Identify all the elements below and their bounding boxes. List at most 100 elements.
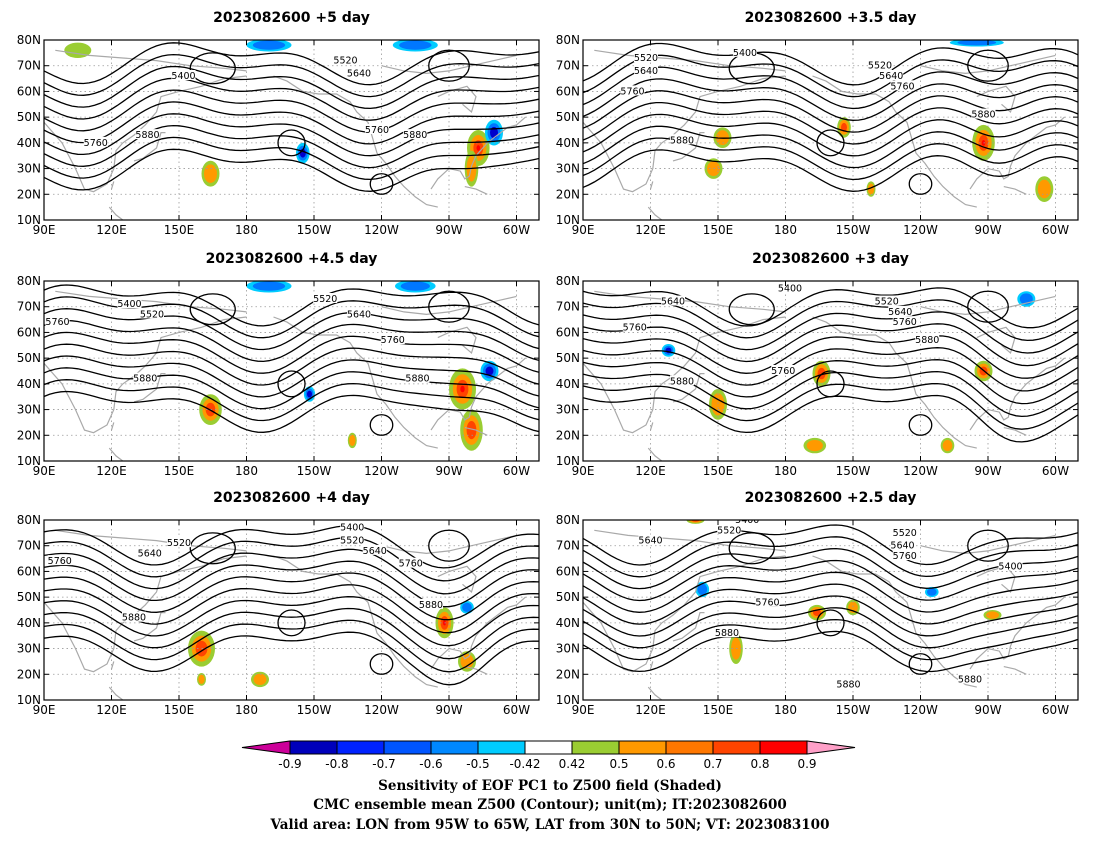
lon-tick-label: 120E bbox=[96, 703, 127, 717]
sensitivity-shading bbox=[697, 583, 708, 595]
sensitivity-shading bbox=[957, 40, 997, 46]
z500-contour bbox=[583, 382, 1078, 430]
contour-label: 5520 bbox=[140, 309, 164, 320]
lon-tick-label: 90E bbox=[572, 223, 595, 237]
coastline bbox=[583, 555, 786, 673]
panel-title: 2023082600 +4.5 day bbox=[206, 251, 378, 267]
lon-tick-label: 60W bbox=[503, 703, 530, 717]
z500-contour bbox=[44, 89, 539, 133]
sensitivity-shading bbox=[460, 385, 465, 393]
z500-contour bbox=[583, 335, 1078, 379]
lat-tick-label: 20N bbox=[17, 667, 41, 681]
contour-label: 5760 bbox=[84, 138, 108, 149]
contour-label: 5880 bbox=[715, 628, 739, 639]
lat-tick-label: 30N bbox=[17, 403, 41, 417]
sensitivity-shading bbox=[301, 151, 304, 155]
lat-tick-label: 60N bbox=[17, 325, 41, 339]
sensitivity-shading bbox=[466, 421, 477, 440]
lon-tick-label: 90W bbox=[974, 703, 1001, 717]
coastline bbox=[1003, 186, 1027, 195]
map-panel: 5400552056405760552056405760588058802023… bbox=[556, 10, 1079, 237]
lon-tick-label: 120E bbox=[635, 703, 666, 717]
contour-label: 5760 bbox=[381, 335, 405, 346]
colorbar-segment bbox=[618, 740, 667, 755]
caption-line-1: Sensitivity of EOF PC1 to Z500 field (Sh… bbox=[378, 778, 722, 794]
z500-contour bbox=[583, 583, 1078, 625]
coastline bbox=[812, 316, 977, 449]
colorbar-tick-label: 0.42 bbox=[559, 757, 586, 771]
coastline bbox=[381, 54, 517, 75]
lat-tick-label: 80N bbox=[556, 274, 580, 288]
coastline bbox=[647, 206, 663, 220]
panel-title: 2023082600 +2.5 day bbox=[745, 490, 917, 506]
lon-tick-label: 150W bbox=[297, 223, 332, 237]
contour-label: 5400 bbox=[733, 48, 757, 59]
closed-contour bbox=[816, 370, 845, 398]
lon-tick-label: 90W bbox=[974, 464, 1001, 478]
sensitivity-shading bbox=[476, 145, 481, 151]
lon-tick-label: 90W bbox=[435, 464, 462, 478]
lon-tick-label: 150W bbox=[836, 223, 871, 237]
lon-tick-label: 90W bbox=[435, 703, 462, 717]
lat-tick-label: 20N bbox=[556, 428, 580, 442]
closed-contour bbox=[369, 653, 394, 675]
contour-label: 5400 bbox=[735, 515, 759, 526]
contour-label: 5520 bbox=[893, 528, 917, 539]
sensitivity-shading bbox=[490, 126, 498, 139]
contour-label: 5760 bbox=[365, 125, 389, 136]
colorbar-segment bbox=[336, 740, 385, 755]
z500-contour bbox=[44, 572, 539, 621]
lat-tick-label: 80N bbox=[17, 274, 41, 288]
panel-title: 2023082600 +4 day bbox=[213, 490, 370, 506]
lon-tick-label: 90E bbox=[572, 703, 595, 717]
colorbar-tick-label: 0.8 bbox=[750, 757, 769, 771]
z500-contour bbox=[583, 149, 1078, 192]
closed-contour bbox=[908, 653, 933, 675]
z500-contour bbox=[583, 323, 1078, 367]
lat-tick-label: 70N bbox=[17, 539, 41, 553]
lat-tick-label: 80N bbox=[17, 33, 41, 47]
colorbar-segment bbox=[571, 740, 620, 755]
coastline bbox=[110, 661, 115, 670]
lat-tick-label: 70N bbox=[556, 300, 580, 314]
sensitivity-shading bbox=[349, 434, 356, 446]
lat-tick-label: 80N bbox=[556, 513, 580, 527]
lat-tick-label: 40N bbox=[17, 377, 41, 391]
lat-tick-label: 30N bbox=[17, 162, 41, 176]
caption-line-2: CMC ensemble mean Z500 (Contour); unit(m… bbox=[313, 797, 786, 813]
contour-label: 5760 bbox=[623, 322, 647, 333]
lat-tick-label: 60N bbox=[17, 564, 41, 578]
coastline bbox=[55, 290, 247, 313]
map-frame bbox=[43, 39, 540, 221]
z500-contour bbox=[44, 607, 539, 660]
sensitivity-shading bbox=[204, 164, 217, 183]
map-frame bbox=[43, 519, 540, 701]
lat-tick-label: 70N bbox=[556, 539, 580, 553]
closed-contour bbox=[189, 293, 236, 326]
sensitivity-shading bbox=[308, 392, 311, 396]
colorbar-segment bbox=[759, 740, 808, 755]
z500-contour bbox=[44, 619, 539, 673]
contour-label: 5760 bbox=[890, 81, 914, 92]
sensitivity-shading bbox=[806, 440, 823, 452]
lon-tick-label: 150E bbox=[164, 223, 195, 237]
lat-tick-label: 40N bbox=[17, 136, 41, 150]
z500-contour bbox=[583, 370, 1078, 418]
contour-label: 5880 bbox=[958, 674, 982, 685]
sensitivity-shading bbox=[926, 588, 937, 596]
lon-tick-label: 120W bbox=[903, 464, 938, 478]
z500-contour bbox=[583, 630, 1078, 673]
contour-label: 5640 bbox=[879, 71, 903, 82]
contour-label: 5640 bbox=[347, 309, 371, 320]
closed-contour bbox=[428, 49, 470, 82]
lat-tick-label: 70N bbox=[17, 59, 41, 73]
sensitivity-shading bbox=[1037, 179, 1051, 199]
z500-contour bbox=[44, 113, 539, 157]
map-frame bbox=[582, 280, 1079, 462]
colorbar-segment bbox=[665, 740, 714, 755]
lon-tick-label: 60W bbox=[1042, 464, 1069, 478]
lon-tick-label: 150W bbox=[297, 464, 332, 478]
